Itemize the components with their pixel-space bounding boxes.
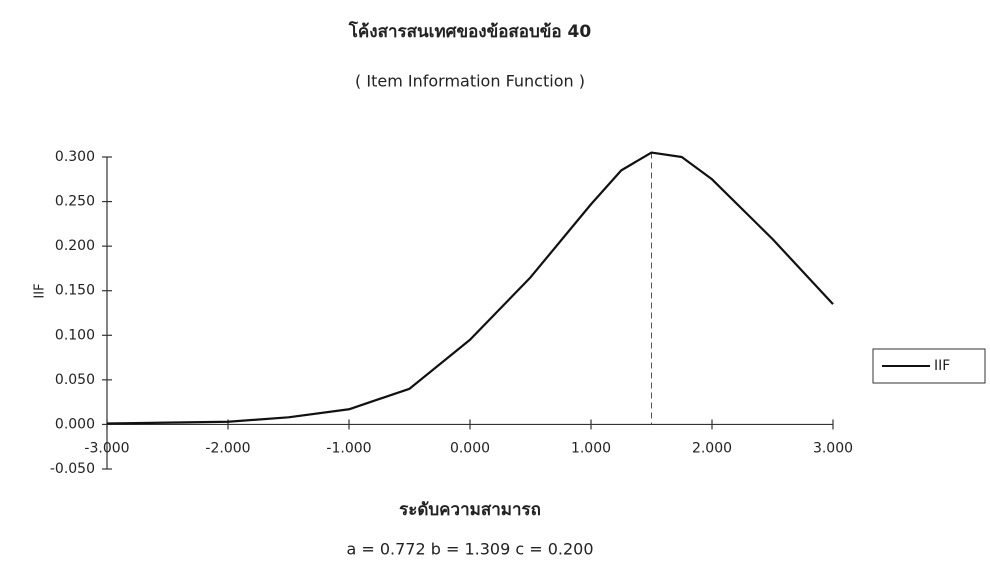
x-tick-label: 1.000 bbox=[571, 440, 611, 456]
y-tick-label: 0.000 bbox=[55, 416, 95, 432]
series-line bbox=[106, 151, 834, 425]
chart-subtitle: ( Item Information Function ) bbox=[355, 72, 585, 91]
y-axis-label: IIF bbox=[33, 283, 48, 298]
y-tick-label: 0.300 bbox=[55, 149, 95, 165]
y-tick-label: 0.150 bbox=[55, 283, 95, 299]
x-tick-label: 3.000 bbox=[813, 440, 853, 456]
y-tick-label: 0.050 bbox=[55, 372, 95, 388]
x-tick-label: 0.000 bbox=[450, 440, 490, 456]
y-tick-label: 0.200 bbox=[55, 238, 95, 254]
x-tick-label: -2.000 bbox=[205, 440, 250, 456]
x-tick-label: -3.000 bbox=[84, 440, 129, 456]
x-tick-label: 2.000 bbox=[692, 440, 732, 456]
chart-title: โค้งสารสนเทศของข้อสอบข้อ 40 bbox=[348, 21, 592, 42]
x-axis-label: ระดับความสามารถ bbox=[399, 500, 541, 520]
annotation: a = 0.772 b = 1.309 c = 0.200 bbox=[346, 540, 593, 559]
legend-label: IIF bbox=[934, 358, 950, 374]
y-tick-label: 0.100 bbox=[55, 327, 95, 343]
y-tick-label: -0.050 bbox=[50, 461, 95, 477]
x-tick-label: -1.000 bbox=[326, 440, 371, 456]
y-tick-label: 0.250 bbox=[55, 194, 95, 210]
